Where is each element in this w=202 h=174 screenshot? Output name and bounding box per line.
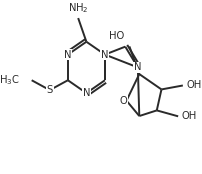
Text: N: N	[134, 62, 142, 72]
Text: H$_3$C: H$_3$C	[0, 73, 20, 87]
Text: N: N	[83, 88, 90, 98]
Text: O: O	[119, 96, 127, 106]
Text: OH: OH	[181, 111, 197, 121]
Text: HO: HO	[109, 31, 124, 41]
Text: N: N	[64, 50, 72, 60]
Text: S: S	[47, 85, 53, 95]
Text: OH: OH	[186, 81, 201, 90]
Text: NH$_2$: NH$_2$	[68, 1, 88, 15]
Text: N: N	[101, 50, 109, 60]
